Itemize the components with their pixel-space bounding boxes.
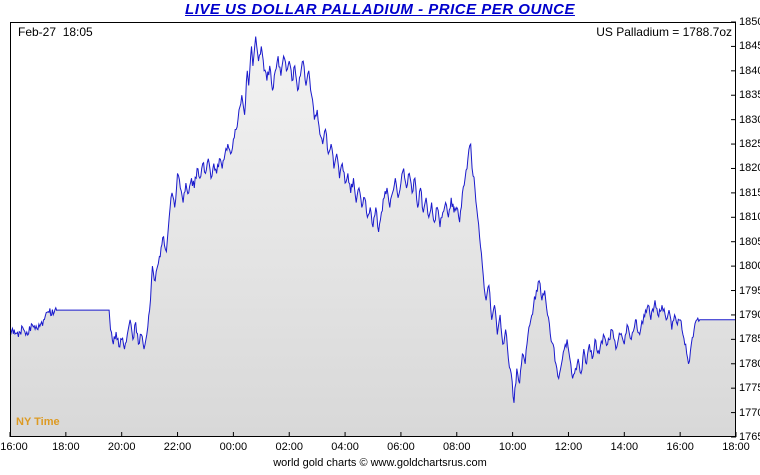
footer-credit: world gold charts © www.goldchartsrus.co… — [273, 457, 487, 469]
x-tick-label: 18:00 — [52, 441, 80, 453]
y-tick-label: 1765 — [739, 431, 760, 443]
x-tick-label: 12:00 — [554, 441, 583, 453]
ny-time-label: NY Time — [16, 416, 60, 428]
y-tick-label: 1805 — [739, 235, 760, 248]
y-tick-label: 1830 — [739, 113, 760, 126]
y-tick-label: 1850 — [739, 16, 760, 28]
y-tick-label: 1785 — [739, 333, 760, 346]
price-line — [9, 36, 736, 403]
y-tick-label: 1840 — [739, 64, 760, 77]
y-tick-label: 1820 — [739, 162, 760, 175]
x-tick-label: 18:00 — [722, 441, 750, 453]
y-tick-label: 1825 — [739, 138, 760, 151]
x-tick-label: 22:00 — [163, 441, 192, 453]
y-tick-label: 1835 — [739, 89, 760, 102]
x-tick-label: 04:00 — [331, 441, 359, 453]
current-price-quote: US Palladium = 1788.7oz — [596, 25, 732, 39]
x-tick-label: 10:00 — [498, 441, 527, 453]
x-tick-label: 14:00 — [610, 441, 639, 453]
price-area-fill — [10, 36, 736, 437]
x-tick-label: 20:00 — [107, 441, 136, 453]
y-tick-label: 1845 — [739, 40, 760, 53]
y-tick-label: 1770 — [739, 406, 760, 419]
x-tick-label: 06:00 — [387, 441, 415, 453]
chart-title: LIVE US DOLLAR PALLADIUM - PRICE PER OUN… — [185, 1, 575, 18]
y-tick-label: 1815 — [739, 186, 760, 199]
x-tick-label: 16:00 — [666, 441, 694, 453]
x-tick-label: 16:00 — [0, 441, 28, 453]
y-tick-label: 1800 — [739, 260, 760, 273]
x-tick-label: 08:00 — [443, 441, 471, 453]
x-tick-label: 00:00 — [219, 441, 248, 453]
date-time-stamp: Feb-27 18:05 — [18, 25, 93, 39]
y-tick-label: 1810 — [739, 211, 760, 224]
y-tick-label: 1795 — [739, 284, 760, 297]
x-tick-label: 02:00 — [275, 441, 303, 453]
y-tick-label: 1775 — [739, 382, 760, 395]
y-tick-label: 1780 — [739, 357, 760, 370]
axis-ticks — [9, 21, 737, 438]
y-tick-label: 1790 — [739, 308, 760, 321]
plot-frame — [10, 22, 736, 437]
